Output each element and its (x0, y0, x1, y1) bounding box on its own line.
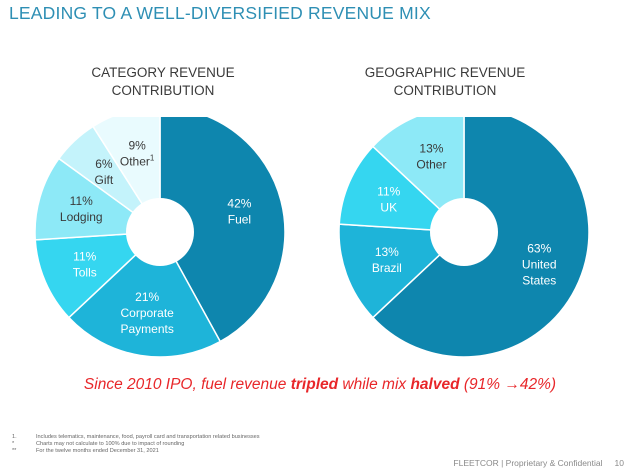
arrow-right-icon: → (504, 376, 520, 393)
page-title: LEADING TO A WELL-DIVERSIFIED REVENUE MI… (9, 3, 431, 23)
callout-emphasis-tripled: tripled (290, 376, 339, 393)
geographic-slice-uk (338, 145, 467, 233)
page-number: 10 (614, 458, 624, 468)
callout-text: while mix (338, 376, 411, 393)
geographic-chart-title-line: CONTRIBUTION (393, 83, 497, 98)
callout-text: Since 2010 IPO, fuel revenue (83, 376, 291, 393)
footnote-mark: 1. (12, 434, 17, 440)
footnotes: 1. Includes telematics, maintenance, foo… (12, 434, 260, 456)
category-chart-title-line: CONTRIBUTION (111, 83, 215, 98)
geographic-slice-label: 13% Other (416, 142, 446, 172)
category-chart-title: CATEGORY REVENUE CONTRIBUTION (53, 64, 273, 100)
callout-emphasis-halved: halved (410, 376, 460, 393)
category-slice-fuel (159, 117, 286, 343)
footnote: * Charts may not calculate to 100% due t… (12, 441, 260, 448)
category-revenue-donut: 42% Fuel 21% Corporate Payments 11% Tolls 11% Lo… (34, 117, 286, 357)
geographic-slice-label: 13% Brazil (372, 245, 402, 275)
footnote-text: Charts may not calculate to 100% due to … (36, 441, 185, 448)
geographic-slice-other (371, 117, 465, 234)
category-donut-hole (126, 198, 194, 266)
category-chart-title-line: CATEGORY REVENUE (91, 65, 235, 80)
footnote-mark: * (12, 441, 15, 448)
category-slice-label: 6% Gift (95, 157, 114, 187)
geographic-revenue-donut: 63% United States 13% Brazil 11% UK 13% Other (338, 117, 590, 357)
footer-text: FLEETCOR | Proprietary & Confidential (453, 458, 603, 468)
footnote: 1. Includes telematics, maintenance, foo… (12, 434, 260, 441)
callout-text: (91% (459, 376, 505, 393)
footnote-text: For the twelve months ended December 31,… (36, 448, 159, 455)
category-slice-label: 42% Fuel (227, 197, 251, 227)
category-slice-label: 21% Corporate Payments (120, 290, 174, 336)
geographic-slice-label: 11% UK (377, 184, 400, 214)
category-slice-label: 11% Lodging (60, 194, 103, 224)
category-slice-label: 11% Tolls (73, 250, 97, 280)
footer: FLEETCOR | Proprietary & Confidential 10 (453, 458, 624, 468)
ipo-callout: Since 2010 IPO, fuel revenue tripled whi… (0, 376, 640, 394)
callout-text: 42%) (519, 376, 557, 393)
geographic-slice-brazil (338, 223, 466, 319)
category-slice-tolls (34, 231, 163, 319)
footnote: ** For the twelve months ended December … (12, 448, 260, 455)
category-slice-corporate-payments (67, 230, 222, 357)
category-slice-label: 9% Other1 (120, 138, 155, 168)
geographic-donut-hole (430, 198, 498, 266)
footnote-text: Includes telematics, maintenance, food, … (36, 434, 260, 440)
footnote-mark: ** (12, 448, 17, 455)
geographic-slice-label: 63% United States (522, 242, 557, 288)
geographic-chart-title-line: GEOGRAPHIC REVENUE (364, 65, 526, 80)
geographic-chart-title: GEOGRAPHIC REVENUE CONTRIBUTION (335, 64, 555, 100)
